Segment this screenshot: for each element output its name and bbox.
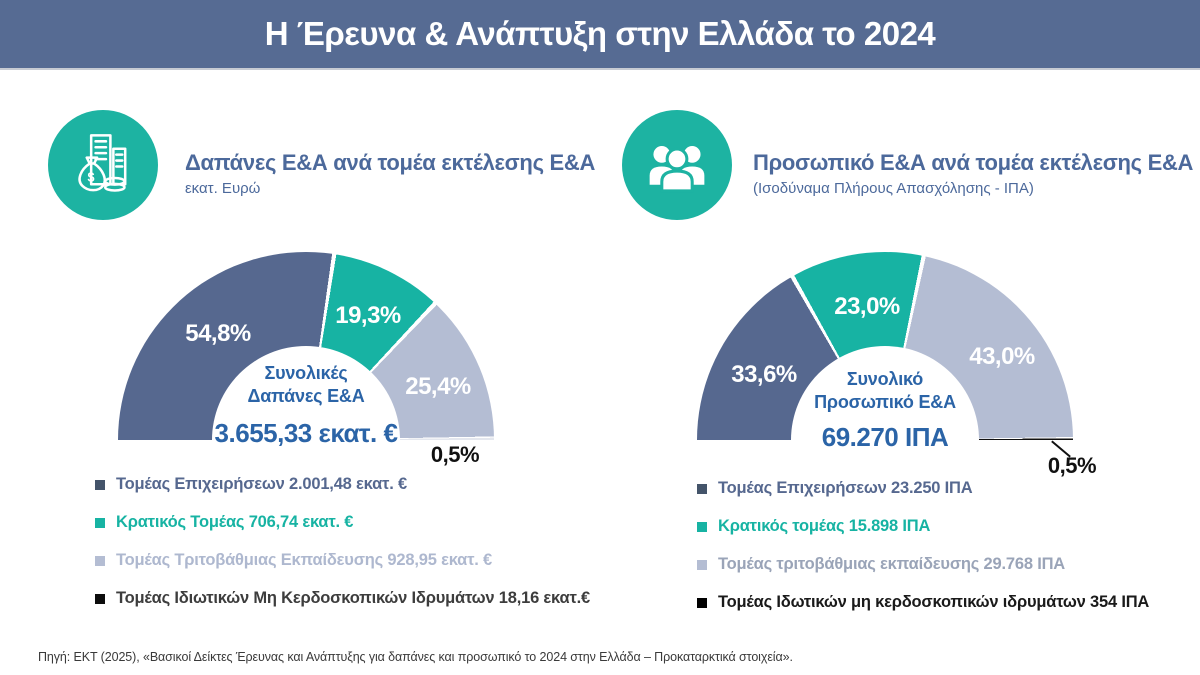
header-bar: Η Έρευνα & Ανάπτυξη στην Ελλάδα το 2024 xyxy=(0,0,1200,68)
right-gauge-clip xyxy=(697,252,1073,441)
left-center-line2: Δαπάνες Ε&Α xyxy=(247,386,365,406)
legend-text-business: Τομέας Επιχειρήσεων 2.001,48 εκατ. € xyxy=(116,475,407,493)
svg-text:$: $ xyxy=(87,170,94,184)
legend-text-government: Κρατικός τομέας 15.898 ΙΠΑ xyxy=(718,517,931,535)
legend-text-government: Κρατικός Τομέας 706,74 εκατ. € xyxy=(116,513,354,531)
right-center-line1: Συνολικό xyxy=(846,369,924,389)
legend-marker-government xyxy=(95,517,105,528)
left-slice-label-nonprofit: 0,5% xyxy=(430,442,480,467)
right-center-line2: Προσωπικό Ε&Α xyxy=(814,392,956,412)
left-center-line1: Συνολικές xyxy=(264,363,348,383)
legend-item-higher-ed: Τομέας τριτοβάθμιας εκπαίδευσης 29.768 Ι… xyxy=(697,552,1149,577)
legend-item-business: Τομέας Επιχειρήσεων 2.001,48 εκατ. € xyxy=(95,472,590,497)
legend-item-business: Τομέας Επιχειρήσεων 23.250 ΙΠΑ xyxy=(697,476,1149,501)
legend-marker-nonprofit xyxy=(697,597,707,608)
left-total-value: 3.655,33 εκατ. € xyxy=(214,418,398,448)
legend-marker-nonprofit xyxy=(95,593,105,604)
right-panel-heading: Προσωπικό Ε&Α ανά τομέα εκτέλεσης Ε&Α (Ι… xyxy=(753,150,1193,197)
right-half-donut-chart: 33,6% 23,0% 43,0% 0,5% Συνολικό Προσωπικ… xyxy=(697,252,1097,478)
legend-item-nonprofit: Τομέας Ιδιωτικών Μη Κερδοσκοπικών Ιδρυμά… xyxy=(95,586,590,611)
legend-marker-higher-ed xyxy=(95,555,105,566)
left-chart-title: Δαπάνες Ε&Α ανά τομέα εκτέλεσης Ε&Α xyxy=(185,150,596,175)
left-chart-unit: εκατ. Ευρώ xyxy=(185,180,261,197)
legend-marker-higher-ed xyxy=(697,559,707,570)
left-slice-label-government: 19,3% xyxy=(335,302,401,329)
page-title: Η Έρευνα & Ανάπτυξη στην Ελλάδα το 2024 xyxy=(264,15,936,52)
legend-text-nonprofit: Τομέας Ιδωτικών μη κερδοσκοπικών ιδρυμάτ… xyxy=(718,593,1150,611)
right-slice-label-government: 23,0% xyxy=(834,293,900,320)
legend-item-higher-ed: Τομέας Τριτοβάθμιας Εκπαίδευσης 928,95 ε… xyxy=(95,548,590,573)
left-slice-label-business: 54,8% xyxy=(185,320,251,347)
right-center-label: Συνολικό Προσωπικό Ε&Α xyxy=(760,368,1010,414)
legend-item-nonprofit: Τομέας Ιδωτικών μη κερδοσκοπικών ιδρυμάτ… xyxy=(697,590,1149,615)
left-legend: Τομέας Επιχειρήσεων 2.001,48 εκατ. € Κρα… xyxy=(95,472,590,624)
legend-item-government: Κρατικός τομέας 15.898 ΙΠΑ xyxy=(697,514,1149,539)
money-bag-buildings-icon: $ xyxy=(48,110,158,220)
left-half-donut-chart: 54,8% 19,3% 25,4% 0,5% Συνολικές Δαπάνες… xyxy=(118,252,494,467)
right-slice-label-business: 33,6% xyxy=(731,361,797,388)
legend-marker-government xyxy=(697,521,707,532)
right-slice-label-higher-ed: 43,0% xyxy=(969,343,1035,370)
right-legend: Τομέας Επιχειρήσεων 23.250 ΙΠΑ Κρατικός … xyxy=(697,476,1149,628)
right-chart-title: Προσωπικό Ε&Α ανά τομέα εκτέλεσης Ε&Α xyxy=(753,150,1194,175)
right-total-value: 69.270 ΙΠΑ xyxy=(821,422,949,452)
legend-text-higher-ed: Τομέας Τριτοβάθμιας Εκπαίδευσης 928,95 ε… xyxy=(116,551,493,569)
header-divider xyxy=(0,68,1200,70)
source-note: Πηγή: ΕΚΤ (2025), «Βασικοί Δείκτες Έρευν… xyxy=(38,650,793,664)
right-chart-unit: (Ισοδύναμα Πλήρους Απασχόλησης - ΙΠΑ) xyxy=(753,180,1034,197)
legend-marker-business xyxy=(697,483,707,494)
legend-text-nonprofit: Τομέας Ιδιωτικών Μη Κερδοσκοπικών Ιδρυμά… xyxy=(116,589,590,607)
left-gauge-clip xyxy=(118,252,494,441)
right-slice-label-nonprofit: 0,5% xyxy=(1047,453,1097,478)
legend-item-government: Κρατικός Τομέας 706,74 εκατ. € xyxy=(95,510,590,535)
legend-text-higher-ed: Τομέας τριτοβάθμιας εκπαίδευσης 29.768 Ι… xyxy=(718,555,1066,573)
legend-text-business: Τομέας Επιχειρήσεων 23.250 ΙΠΑ xyxy=(718,479,973,497)
legend-marker-business xyxy=(95,479,105,490)
left-center-label: Συνολικές Δαπάνες Ε&Α xyxy=(181,362,431,408)
left-panel-heading: Δαπάνες Ε&Α ανά τομέα εκτέλεσης Ε&Α εκατ… xyxy=(185,150,595,197)
people-group-icon xyxy=(622,110,732,220)
left-slice-label-higher-ed: 25,4% xyxy=(405,373,471,400)
